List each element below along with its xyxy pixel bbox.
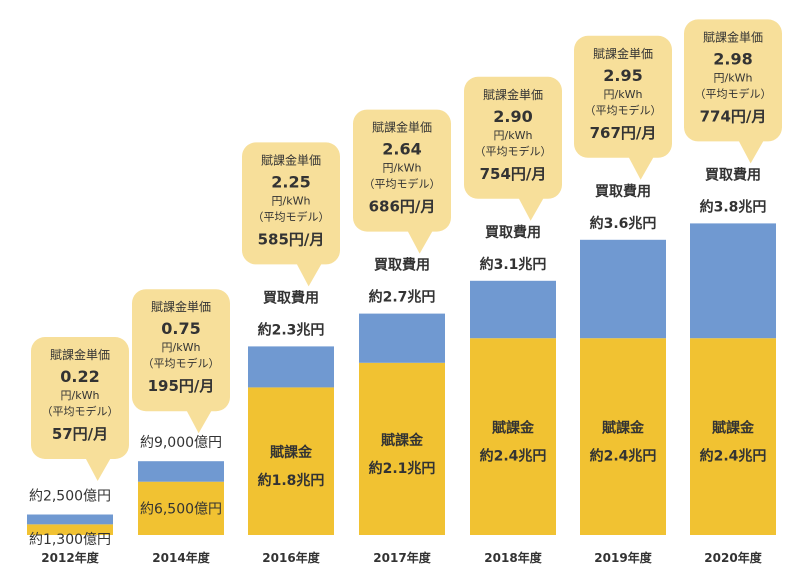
callout-monthly: 585円/月 [258, 230, 325, 248]
callout-unit: 円/kWh [714, 71, 753, 84]
callout-tail [737, 139, 765, 164]
callout-price: 2.64 [382, 140, 421, 159]
callout-price: 2.98 [713, 49, 752, 68]
callout-price: 0.75 [161, 319, 200, 338]
callout-bubble [574, 35, 672, 158]
bar-kaitori [580, 239, 666, 339]
callout-title: 賦課金単価 [703, 29, 763, 44]
kaitori-value: 約2.3兆円 [258, 321, 325, 338]
fukakin-label: 賦課金 [269, 444, 313, 461]
callout-bubble [242, 142, 340, 265]
fukakin-value: 約1.8兆円 [258, 472, 325, 489]
callout-bubble [132, 289, 230, 412]
callout-tail [406, 229, 434, 254]
bar-kaitori [248, 346, 334, 388]
bar-fukakin [138, 481, 224, 535]
kaitori-value: 約3.8兆円 [700, 198, 767, 215]
fukakin-value: 約2.4兆円 [700, 448, 767, 465]
callout-tail [517, 196, 545, 221]
bar-fukakin [580, 338, 666, 535]
callout-tail [84, 457, 112, 481]
x-tick-label: 2014年度 [152, 550, 210, 565]
kaitori-value: 約2.7兆円 [369, 289, 436, 306]
callout-tail [627, 155, 655, 180]
callout-tail [295, 262, 323, 287]
kaitori-value: 約3.6兆円 [590, 215, 657, 232]
callout-title: 賦課金単価 [372, 120, 432, 135]
callout-price: 2.95 [603, 66, 642, 85]
callout-bubble [353, 109, 451, 232]
kaitori-value: 約9,000億円 [140, 435, 222, 451]
callout-unit: 円/kWh [61, 389, 100, 402]
callout-model: （平均モデル） [143, 356, 220, 370]
callout-price: 0.22 [60, 367, 99, 386]
callout-title: 賦課金単価 [261, 152, 321, 167]
bar-kaitori [690, 223, 776, 339]
fukakin-value: 約2.4兆円 [590, 448, 657, 465]
callout-model: （平均モデル） [42, 404, 119, 418]
callout-unit: 円/kWh [272, 194, 311, 207]
callout-monthly: 686円/月 [369, 198, 436, 216]
callout-model: （平均モデル） [585, 103, 662, 117]
callout-monthly: 767円/月 [590, 124, 657, 142]
x-tick-label: 2016年度 [262, 550, 320, 565]
callout-model: （平均モデル） [475, 144, 552, 158]
bar-kaitori [138, 461, 224, 482]
kaitori-value: 約3.1兆円 [480, 256, 547, 273]
callout-title: 賦課金単価 [50, 347, 110, 362]
fukakin-value: 約1,300億円 [29, 532, 111, 548]
bar-fukakin [27, 524, 113, 535]
bar-fukakin [248, 387, 334, 535]
kaitori-value: 約2,500億円 [29, 489, 111, 505]
callout-bubble [684, 19, 782, 142]
kaitori-label: 買取費用 [263, 289, 319, 306]
callout-bubble [31, 337, 129, 459]
bar-kaitori [470, 280, 556, 339]
callout-model: （平均モデル） [364, 177, 441, 191]
kaitori-label: 買取費用 [485, 224, 541, 241]
callout-price: 2.90 [493, 107, 532, 126]
fukakin-value: 約6,500億円 [140, 502, 222, 518]
kaitori-label: 買取費用 [374, 257, 430, 274]
callout-title: 賦課金単価 [483, 87, 543, 102]
bar-fukakin [470, 338, 556, 535]
fukakin-value: 約2.1兆円 [369, 460, 436, 477]
callout-monthly: 57円/月 [52, 425, 108, 443]
callout-price: 2.25 [271, 172, 310, 191]
callout-model: （平均モデル） [695, 86, 772, 100]
callout-model: （平均モデル） [253, 209, 330, 223]
bar-fukakin [690, 338, 776, 535]
callout-monthly: 774円/月 [700, 107, 767, 125]
callout-unit: 円/kWh [494, 129, 533, 142]
x-tick-label: 2019年度 [594, 550, 652, 565]
fukakin-label: 賦課金 [711, 420, 755, 437]
x-tick-label: 2012年度 [41, 550, 99, 565]
x-tick-label: 2017年度 [373, 550, 431, 565]
bar-kaitori [27, 514, 113, 525]
callout-bubble [464, 76, 562, 199]
bar-fukakin [359, 362, 445, 535]
callout-unit: 円/kWh [604, 88, 643, 101]
kaitori-label: 買取費用 [705, 166, 761, 183]
callout-monthly: 195円/月 [148, 377, 215, 395]
fukakin-value: 約2.4兆円 [480, 448, 547, 465]
callout-tail [185, 409, 213, 434]
kaitori-label: 買取費用 [595, 183, 651, 200]
callout-title: 賦課金単価 [593, 46, 653, 61]
fukakin-label: 賦課金 [601, 420, 645, 437]
bar-kaitori [359, 313, 445, 363]
callout-unit: 円/kWh [383, 162, 422, 175]
callout-monthly: 754円/月 [480, 165, 547, 183]
callout-unit: 円/kWh [162, 341, 201, 354]
fukakin-label: 賦課金 [491, 420, 535, 437]
x-tick-label: 2018年度 [484, 550, 542, 565]
callout-title: 賦課金単価 [151, 299, 211, 314]
x-tick-label: 2020年度 [704, 550, 762, 565]
fukakin-label: 賦課金 [380, 432, 424, 449]
